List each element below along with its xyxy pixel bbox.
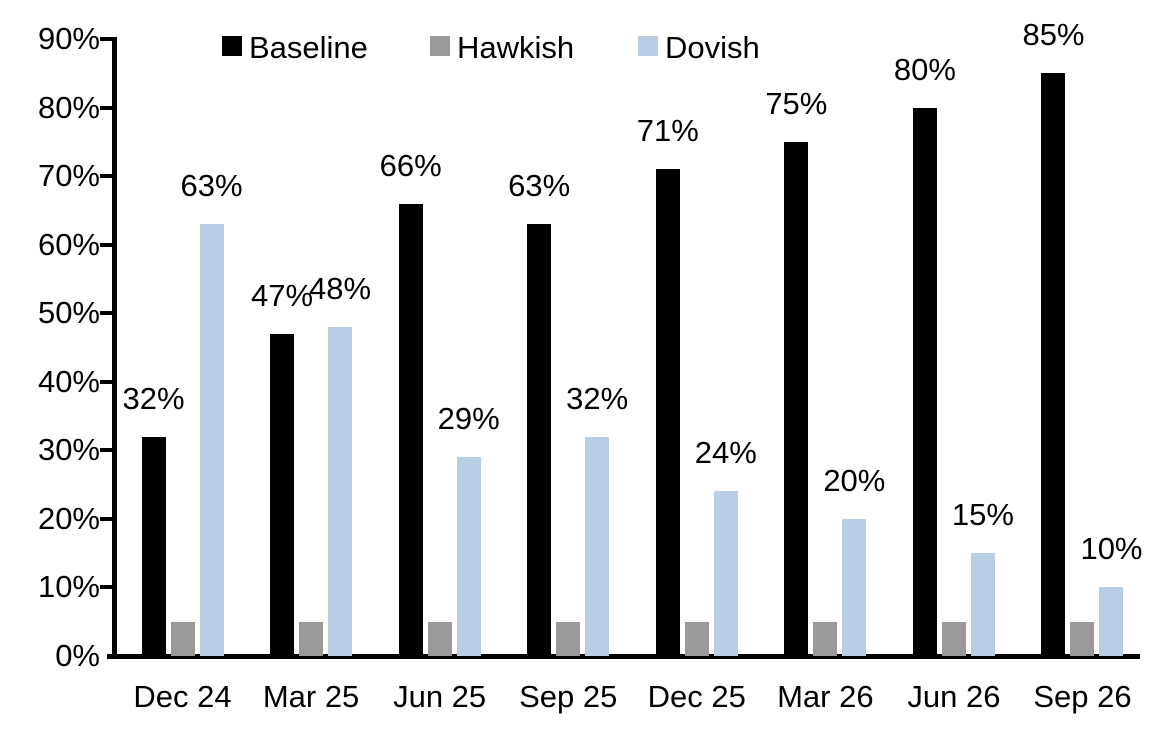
bar-baseline-mar-26: [784, 141, 809, 656]
bar-baseline-dec-25: [655, 169, 680, 656]
y-axis-tick-label: 80%: [37, 89, 100, 125]
y-axis-tick-label: 60%: [37, 226, 100, 262]
bar-value-label-dovish-dec-25: 24%: [694, 435, 757, 471]
legend-label-hawkish: Hawkish: [457, 30, 575, 65]
bar-dovish-mar-26: [842, 518, 867, 656]
y-axis-tick: [100, 105, 112, 110]
bar-dovish-jun-25: [456, 457, 481, 656]
bar-baseline-sep-26: [1041, 73, 1066, 656]
bar-value-label-baseline-mar-26: 75%: [765, 85, 828, 121]
y-axis-tick-label: 40%: [37, 363, 100, 399]
bar-dovish-jun-26: [970, 553, 995, 656]
bar-baseline-jun-25: [398, 203, 423, 656]
bar-baseline-sep-25: [527, 224, 552, 656]
bar-hawkish-mar-25: [299, 621, 324, 656]
legend-swatch-dovish-icon: [638, 36, 658, 56]
bar-hawkish-dec-24: [170, 621, 195, 656]
y-axis-tick-label: 0%: [55, 638, 100, 673]
y-axis-tick: [100, 37, 112, 41]
bar-hawkish-jun-25: [427, 621, 452, 656]
legend-swatch-baseline-icon: [222, 36, 242, 56]
x-axis-line: [107, 654, 1140, 659]
bar-value-label-baseline-jun-25: 66%: [379, 147, 442, 183]
x-axis-category-label: Sep 26: [1033, 679, 1132, 714]
bar-baseline-jun-26: [912, 107, 937, 656]
y-axis-tick: [100, 311, 112, 316]
chart-legend: Baseline Hawkish Dovish: [0, 0, 1152, 70]
bar-value-label-baseline-dec-24: 32%: [122, 380, 185, 416]
bar-value-label-baseline-sep-26: 85%: [1022, 17, 1085, 53]
x-axis-category-label: Dec 25: [647, 679, 746, 714]
y-axis-tick: [100, 174, 112, 179]
x-axis-category-label: Jun 25: [393, 679, 487, 714]
bar-value-label-dovish-mar-25: 48%: [309, 270, 372, 306]
y-axis-tick-label: 10%: [37, 569, 100, 605]
y-axis-line: [112, 37, 117, 659]
bar-value-label-dovish-mar-26: 20%: [823, 462, 886, 498]
y-axis-tick-label: 30%: [37, 432, 100, 468]
bar-hawkish-sep-25: [556, 621, 581, 656]
bar-hawkish-sep-26: [1070, 621, 1095, 656]
bar-dovish-dec-24: [199, 224, 224, 656]
x-axis-category-label: Dec 24: [133, 679, 232, 714]
y-axis-tick: [100, 585, 112, 590]
bar-value-label-dovish-dec-24: 63%: [180, 168, 243, 204]
x-axis-category-label: Mar 26: [777, 679, 874, 714]
y-axis-tick-label: 50%: [37, 295, 100, 331]
y-axis-tick: [100, 379, 112, 384]
legend-label-dovish: Dovish: [665, 30, 760, 65]
bar-value-label-dovish-sep-26: 10%: [1080, 531, 1143, 567]
bar-value-label-baseline-sep-25: 63%: [508, 168, 571, 204]
y-axis-tick: [100, 242, 112, 247]
bar-hawkish-mar-26: [813, 621, 838, 656]
bar-value-label-dovish-jun-26: 15%: [951, 497, 1014, 533]
bar-value-label-dovish-jun-25: 29%: [437, 401, 500, 437]
bar-value-label-baseline-mar-25: 47%: [251, 277, 314, 313]
x-axis-category-label: Sep 25: [519, 679, 618, 714]
bar-baseline-dec-24: [141, 436, 166, 656]
y-axis-tick-label: 90%: [37, 21, 100, 56]
bar-hawkish-dec-25: [684, 621, 709, 656]
legend-swatch-hawkish-icon: [430, 36, 450, 56]
bar-value-label-baseline-dec-25: 71%: [636, 113, 699, 149]
bar-dovish-mar-25: [328, 326, 353, 656]
bar-hawkish-jun-26: [941, 621, 966, 656]
bar-value-label-baseline-jun-26: 80%: [893, 51, 956, 87]
bar-dovish-sep-26: [1099, 587, 1124, 656]
legend-label-baseline: Baseline: [249, 30, 368, 65]
y-axis-tick-label: 20%: [37, 500, 100, 536]
y-axis-tick: [100, 448, 112, 453]
bar-baseline-mar-25: [270, 333, 295, 656]
bar-dovish-dec-25: [713, 491, 738, 656]
bar-value-label-dovish-sep-25: 32%: [566, 380, 629, 416]
x-axis-category-label: Mar 25: [262, 679, 360, 714]
y-axis-tick-label: 70%: [37, 158, 100, 194]
x-axis-category-label: Jun 26: [907, 679, 1001, 714]
y-axis-tick: [100, 516, 112, 521]
bar-dovish-sep-25: [585, 436, 610, 656]
